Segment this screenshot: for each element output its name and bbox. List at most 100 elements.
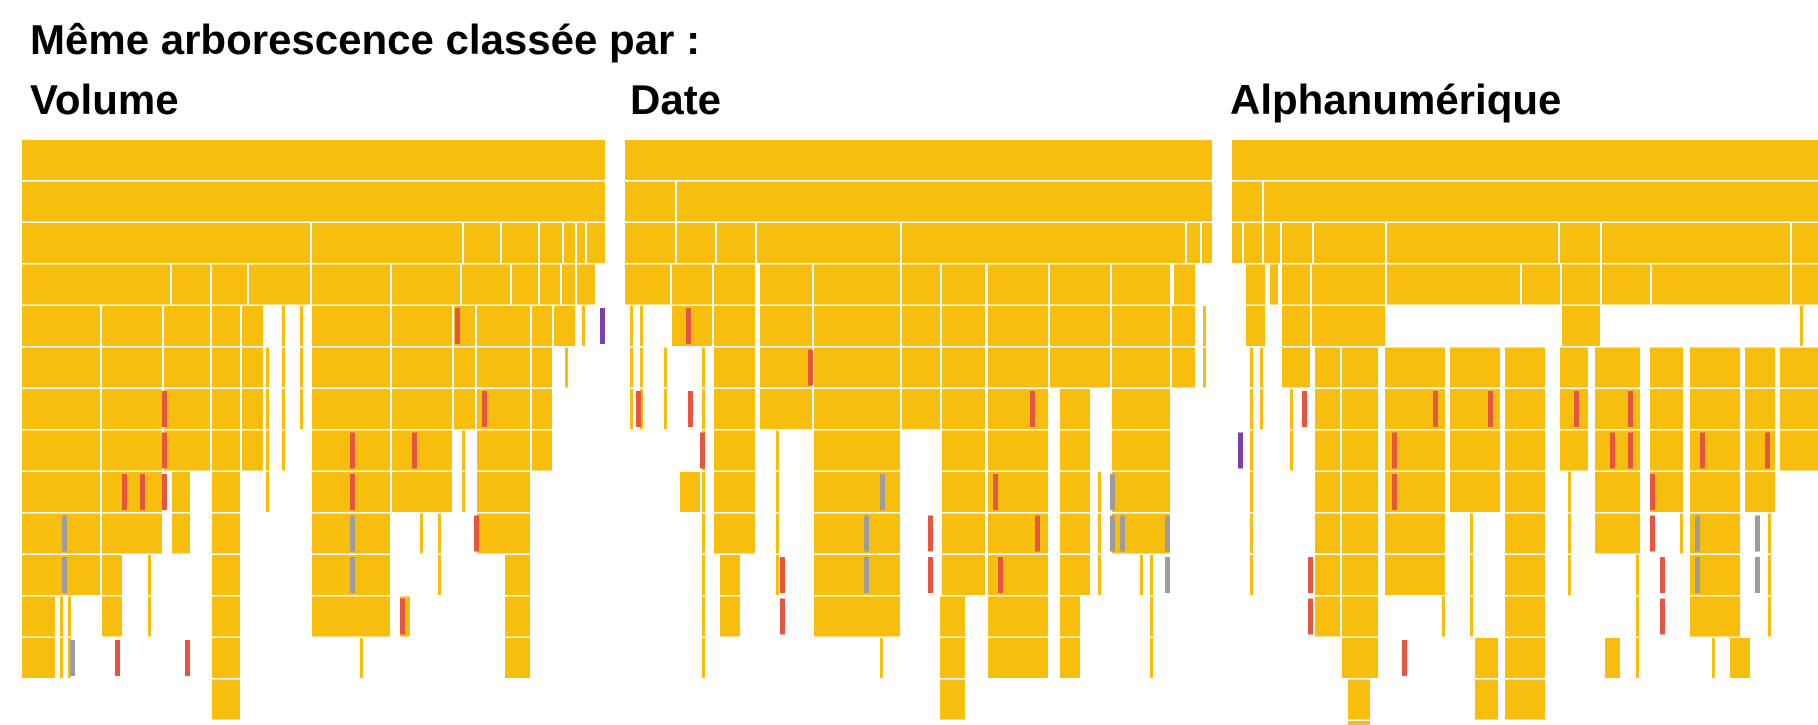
- folder-node: [814, 596, 900, 637]
- folder-node: [1260, 389, 1263, 429]
- node-separator: [1312, 223, 1314, 263]
- folder-node: [477, 513, 530, 554]
- folder-node: [1375, 513, 1378, 554]
- folder-node: [1540, 596, 1543, 637]
- file-node: [1392, 474, 1397, 510]
- folder-node: [360, 596, 363, 637]
- folder-node: [1712, 472, 1715, 512]
- node-separator: [715, 223, 717, 263]
- folder-node: [942, 347, 985, 388]
- folder-node: [1620, 347, 1623, 388]
- folder-node: [212, 472, 240, 512]
- file-node: [928, 557, 933, 593]
- folder-node: [1540, 430, 1543, 471]
- folder-node: [212, 306, 240, 346]
- folder-node: [392, 306, 452, 346]
- folder-node: [462, 472, 465, 512]
- node-separator: [1385, 264, 1387, 305]
- folder-node: [1342, 430, 1375, 471]
- file-node: [1488, 391, 1493, 427]
- folder-node: [1375, 555, 1378, 595]
- folder-node: [1140, 347, 1143, 388]
- file-node: [1308, 598, 1313, 635]
- folder-node: [462, 347, 465, 388]
- folder-node: [1470, 555, 1473, 595]
- folder-node: [1595, 389, 1640, 429]
- folder-node: [505, 596, 530, 637]
- folder-node: [1792, 264, 1818, 305]
- file-node: [1035, 515, 1040, 552]
- node-separator: [1500, 306, 1502, 346]
- folder-node: [1250, 430, 1253, 471]
- folder-node: [312, 306, 390, 346]
- folder-node: [266, 347, 269, 388]
- folder-node: [1232, 223, 1818, 263]
- folder-node: [1050, 347, 1110, 388]
- folder-node: [1150, 513, 1153, 554]
- folder-node: [1560, 347, 1588, 388]
- folder-node: [625, 264, 670, 305]
- folder-node: [1385, 513, 1445, 554]
- folder-node: [1475, 638, 1498, 678]
- folder-node: [477, 430, 530, 471]
- folder-node: [68, 638, 71, 678]
- folder-node: [1348, 721, 1370, 725]
- folder-node: [1636, 555, 1639, 595]
- node-separator: [1242, 223, 1244, 263]
- folder-node: [820, 472, 860, 512]
- panel-label-date: Date: [630, 76, 722, 123]
- folder-node: [1540, 555, 1543, 595]
- folder-node: [312, 389, 390, 429]
- folder-node: [814, 347, 900, 388]
- folder-node: [392, 347, 452, 388]
- file-node: [350, 474, 355, 510]
- folder-node: [988, 555, 1048, 595]
- folder-node: [714, 430, 755, 471]
- folder-node: [492, 472, 495, 512]
- folder-node: [420, 513, 423, 554]
- folder-node: [1250, 555, 1253, 595]
- folder-node: [1203, 347, 1206, 388]
- folder-node: [438, 472, 441, 512]
- folder-node: [60, 513, 63, 554]
- page-title: Même arborescence classée par :: [30, 16, 701, 63]
- node-separator: [1560, 264, 1562, 305]
- node-separator: [1600, 223, 1602, 263]
- folder-node: [1505, 347, 1545, 388]
- folder-node: [776, 389, 779, 429]
- folder-node: [1680, 513, 1683, 554]
- folder-node: [1250, 472, 1253, 512]
- file-node: [1695, 557, 1700, 593]
- file-node: [1402, 640, 1407, 676]
- folder-node: [420, 430, 423, 471]
- folder-node: [988, 306, 1048, 346]
- folder-node: [1140, 472, 1143, 512]
- folder-node: [1112, 306, 1170, 346]
- folder-node: [22, 638, 55, 678]
- folder-node: [1800, 430, 1803, 471]
- file-node: [122, 474, 127, 510]
- folder-node: [242, 306, 263, 346]
- folder-node: [1712, 513, 1715, 554]
- folder-node: [148, 555, 151, 595]
- folder-node: [1620, 389, 1623, 429]
- folder-node: [942, 264, 985, 305]
- folder-node: [942, 306, 985, 346]
- folder-node: [1768, 389, 1771, 429]
- folder-node: [776, 472, 779, 512]
- folder-node: [545, 347, 548, 388]
- file-node: [1120, 515, 1125, 552]
- folder-node: [1000, 596, 1020, 637]
- node-separator: [985, 264, 987, 305]
- folder-node: [505, 638, 530, 678]
- folder-node: [1450, 430, 1500, 471]
- node-separator: [460, 264, 462, 305]
- folder-node: [1540, 513, 1543, 554]
- folder-node: [1768, 596, 1771, 637]
- file-node: [636, 391, 641, 427]
- folder-node: [68, 596, 71, 637]
- folder-node: [720, 555, 740, 595]
- file-node: [1302, 391, 1307, 427]
- folder-node: [880, 596, 883, 637]
